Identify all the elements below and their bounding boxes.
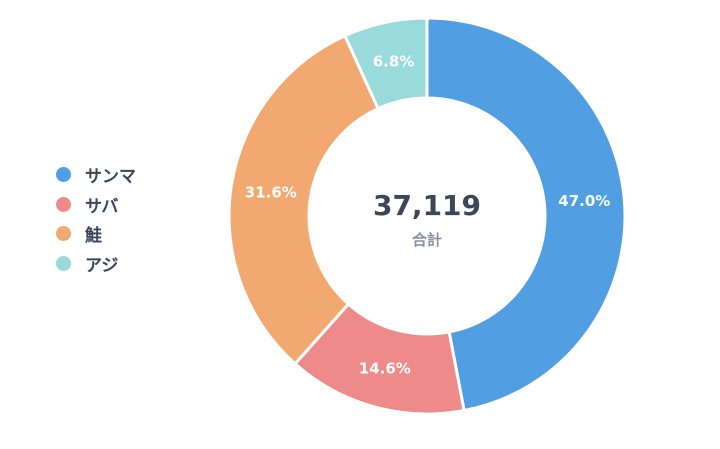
chart-legend: サンマ サバ 鮭 アジ (56, 160, 136, 278)
legend-swatch-aji (56, 255, 71, 271)
donut-slices (227, 16, 627, 416)
legend-swatch-sanma (56, 167, 71, 183)
donut-slice-labels: 47.0% 14.6% 31.6% 6.8% (245, 53, 611, 378)
legend-swatch-sake (56, 226, 71, 242)
legend-label-sake: 鮭 (85, 226, 102, 247)
legend-item-saba[interactable]: サバ (56, 190, 136, 220)
legend-item-aji[interactable]: アジ (56, 249, 136, 279)
legend-label-aji: アジ (85, 255, 119, 276)
legend-item-sake[interactable]: 鮭 (56, 219, 136, 249)
center-total-value: 37,119 (373, 189, 481, 222)
slice-label-sake: 31.6% (245, 183, 297, 201)
center-total-caption: 合計 (411, 231, 442, 249)
legend-label-saba: サバ (85, 196, 119, 217)
donut-slice-sake[interactable] (227, 34, 380, 366)
slice-label-aji: 6.8% (373, 53, 415, 71)
donut-slice-sanma[interactable] (425, 16, 627, 412)
legend-item-sanma[interactable]: サンマ (56, 160, 136, 190)
slice-label-saba: 14.6% (359, 359, 411, 377)
donut-slice-aji[interactable] (343, 16, 429, 111)
legend-label-sanma: サンマ (85, 167, 136, 188)
slice-label-sanma: 47.0% (558, 192, 610, 210)
legend-swatch-saba (56, 196, 71, 212)
